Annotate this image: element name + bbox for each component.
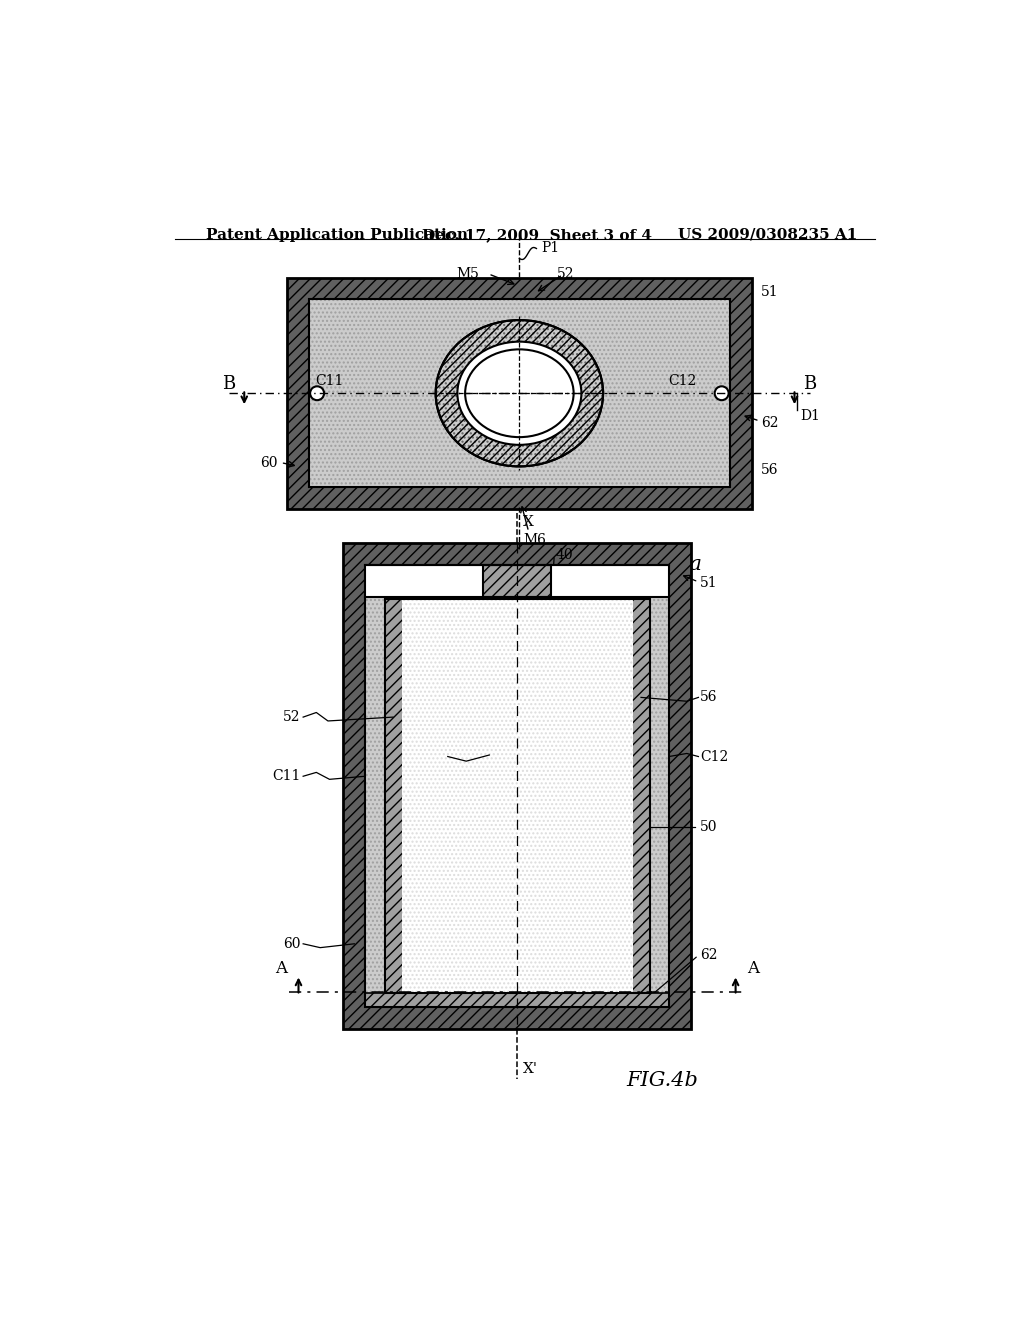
Text: 56: 56 [700,690,718,705]
Bar [343,544,690,1028]
Bar [385,599,649,993]
Text: FIG.4b: FIG.4b [627,1072,698,1090]
Bar [343,544,690,1028]
Bar [287,277,752,300]
Bar [366,993,669,1007]
Text: M6: M6 [523,532,546,546]
Bar [730,277,752,508]
Bar [366,565,669,1007]
Bar [308,300,730,487]
Bar [287,277,752,508]
Text: B: B [222,375,236,393]
Bar [287,487,752,508]
Text: FIG.4a: FIG.4a [631,554,702,574]
Ellipse shape [458,342,582,445]
Ellipse shape [435,319,603,466]
Text: 51: 51 [761,285,779,298]
Bar [483,565,551,598]
Text: 60: 60 [284,937,301,950]
Bar [633,599,649,993]
Text: 54: 54 [439,710,457,725]
Text: C12: C12 [669,374,696,388]
Text: 62: 62 [700,948,718,962]
Bar [308,300,730,487]
Circle shape [310,387,324,400]
Text: D1: D1 [800,409,820,424]
Text: C12: C12 [700,750,728,763]
Text: 62: 62 [761,416,778,429]
Text: X': X' [523,1061,539,1076]
Bar [343,544,366,1028]
Bar [287,277,752,300]
Bar [366,565,669,598]
Text: M5: M5 [457,267,479,281]
Bar [287,277,752,508]
Bar [669,544,690,1028]
Bar [308,300,730,487]
Text: A: A [275,960,288,977]
Bar [401,599,633,993]
Bar [401,599,633,993]
Bar [366,565,669,1007]
Text: C11: C11 [314,374,343,388]
Bar [730,277,752,508]
Text: 52: 52 [284,710,301,725]
Bar [343,544,690,565]
Ellipse shape [458,342,582,445]
Text: Patent Application Publication: Patent Application Publication [206,227,468,242]
Ellipse shape [465,350,573,437]
Text: X: X [523,515,535,529]
Bar [343,544,690,565]
Circle shape [715,387,729,400]
Bar [343,544,366,1028]
Text: 50: 50 [700,821,718,834]
Bar [483,565,551,598]
Bar [366,565,669,1007]
Bar [287,277,308,508]
Bar [385,599,401,993]
Bar [343,1007,690,1028]
Bar [669,544,690,1028]
Bar [287,277,308,508]
Text: 52: 52 [557,267,574,281]
Bar [287,277,752,508]
Text: 51: 51 [700,577,718,590]
Bar [385,599,401,993]
Text: A: A [746,960,759,977]
Bar [343,1007,690,1028]
Text: P1: P1 [541,242,559,256]
Bar [343,544,690,1028]
Text: 40: 40 [556,548,573,562]
Text: B: B [804,375,816,393]
Bar [366,993,669,1007]
Text: 60: 60 [260,455,278,470]
Text: US 2009/0308235 A1: US 2009/0308235 A1 [678,227,858,242]
Bar [287,487,752,508]
Text: Dec. 17, 2009  Sheet 3 of 4: Dec. 17, 2009 Sheet 3 of 4 [423,227,652,242]
Bar [633,599,649,993]
Text: 56: 56 [761,463,778,478]
Text: C11: C11 [272,770,301,783]
